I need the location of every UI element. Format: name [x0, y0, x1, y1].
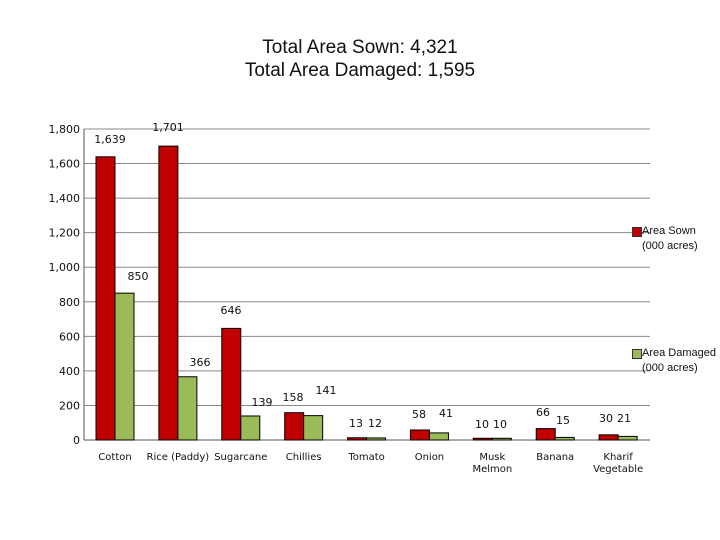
y-tick-label: 1,600 — [49, 158, 81, 171]
x-tick-label: Chillies — [286, 452, 322, 463]
y-tick-label: 800 — [59, 296, 80, 309]
data-label: 58 — [412, 408, 426, 421]
bar — [284, 412, 305, 441]
bar — [535, 428, 556, 441]
data-label: 158 — [283, 391, 304, 404]
y-tick-label: 0 — [73, 434, 80, 447]
data-label: 10 — [475, 418, 489, 431]
data-label: 21 — [617, 412, 631, 425]
bar — [617, 435, 638, 441]
bar — [491, 437, 512, 441]
data-label: 66 — [536, 406, 550, 419]
x-tick-label: Onion — [415, 452, 444, 463]
y-tick-label: 1,200 — [49, 227, 81, 240]
bar — [472, 437, 493, 441]
bar — [240, 415, 261, 441]
x-tick-label: Banana — [536, 452, 574, 463]
data-label: 646 — [221, 304, 242, 317]
bar — [347, 437, 368, 441]
x-tick-label: Tomato — [347, 452, 384, 463]
legend-swatch-area-sown — [632, 227, 642, 237]
y-tick-label: 600 — [59, 330, 80, 343]
x-tick-label: Rice (Paddy) — [147, 452, 210, 463]
x-tick-label: Cotton — [98, 452, 131, 463]
data-label: 366 — [190, 356, 211, 369]
bar — [598, 434, 619, 441]
chart-title-line2: Total Area Damaged: 1,595 — [244, 60, 476, 81]
bar — [177, 376, 198, 441]
x-tick-label: Kharif Vegetable — [593, 452, 643, 475]
data-label: 850 — [128, 270, 149, 283]
data-label: 13 — [349, 417, 363, 430]
data-label: 10 — [493, 418, 507, 431]
bar — [366, 437, 387, 441]
x-tick-label: Musk Melmon — [472, 452, 512, 475]
bar — [158, 145, 179, 441]
data-label: 1,639 — [94, 133, 126, 146]
data-label: 141 — [316, 384, 337, 397]
legend-label-area-damaged: Area Damaged (000 acres) — [642, 347, 716, 374]
bar — [554, 436, 575, 441]
y-tick-label: 1,000 — [49, 261, 81, 274]
bar — [95, 156, 116, 441]
y-tick-label: 200 — [59, 399, 80, 412]
data-label: 15 — [556, 414, 570, 427]
x-tick-label: Sugarcane — [214, 452, 267, 463]
chart-title-line1: Total Area Sown: 4,321 — [262, 37, 458, 58]
bar — [221, 327, 242, 441]
y-tick-label: 400 — [59, 365, 80, 378]
legend-item-area-damaged: Area Damaged (000 acres) — [632, 346, 717, 376]
data-label: 12 — [368, 417, 382, 430]
y-tick-label: 1,400 — [49, 192, 81, 205]
data-label: 1,701 — [152, 121, 184, 134]
bar — [114, 292, 135, 441]
legend-label-area-sown: Area Sown (000 acres) — [642, 225, 698, 252]
data-label: 41 — [439, 407, 453, 420]
y-tick-label: 1,800 — [49, 123, 81, 136]
data-label: 139 — [252, 396, 273, 409]
data-label: 30 — [599, 412, 613, 425]
bar — [303, 415, 324, 441]
bar — [409, 429, 430, 441]
bar — [428, 432, 449, 441]
legend-swatch-area-damaged — [632, 349, 642, 359]
legend-item-area-sown: Area Sown (000 acres) — [632, 224, 717, 254]
